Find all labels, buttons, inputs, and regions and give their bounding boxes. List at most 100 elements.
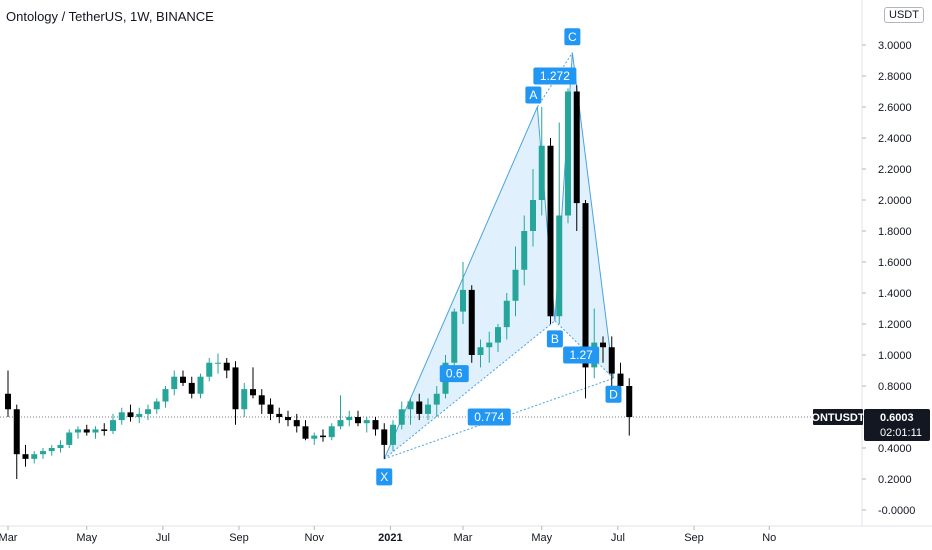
candle (398, 401, 405, 430)
candle-body (390, 424, 396, 445)
y-tick-label: 1.2000 (878, 319, 912, 331)
candle-body (153, 401, 160, 410)
candle-body (276, 413, 283, 417)
candle (285, 410, 291, 427)
candle-body (101, 429, 108, 431)
candle-body (258, 395, 265, 405)
candle-body (565, 91, 571, 216)
candle-body (617, 373, 624, 386)
candle (346, 410, 353, 427)
dashed-xb (383, 320, 556, 460)
candle-body (398, 409, 405, 425)
candle-body (118, 412, 125, 421)
ratio-label-1-text: 0.6 (446, 367, 463, 381)
y-tick-label: 0.4000 (878, 443, 912, 455)
price-tag: 0.6003 (880, 412, 914, 424)
candle (407, 398, 414, 425)
candle-body (188, 382, 195, 394)
candle (232, 361, 239, 425)
candle-body (521, 231, 528, 270)
x-tick-label: May (531, 532, 552, 544)
candle (416, 393, 423, 421)
candle-body (468, 289, 475, 355)
candle-body (92, 429, 99, 433)
pattern-labels: X A B C D 0.6 1.272 1.27 0.774 (376, 28, 622, 486)
candle-body (136, 413, 143, 417)
candle-body (110, 420, 116, 431)
candle (600, 336, 606, 363)
candle (425, 398, 431, 421)
candle (328, 423, 335, 441)
candle (573, 85, 580, 231)
candle-body (223, 362, 230, 371)
candle-body (600, 342, 606, 348)
candle-body (381, 429, 388, 445)
candle-body (57, 444, 64, 448)
candle (608, 336, 615, 386)
candle (180, 370, 186, 386)
ratio-label-2: 1.272 (533, 67, 577, 85)
y-tick-label: 3.0000 (878, 40, 912, 52)
x-tick-label: No (762, 532, 776, 544)
candle-body (241, 389, 248, 410)
candle (48, 444, 55, 456)
candle (495, 324, 501, 352)
point-label-d-text: D (609, 387, 618, 401)
candle (381, 423, 388, 459)
candle (206, 358, 213, 382)
point-label-a-bg (525, 86, 542, 104)
ratio-label-2-text: 1.272 (540, 69, 570, 83)
candle-body (495, 327, 501, 343)
y-tick-label: 2.4000 (878, 133, 912, 145)
candle (13, 404, 20, 479)
candle-body (267, 404, 274, 414)
y-tick-label: 2.6000 (878, 102, 912, 114)
candle-body (626, 386, 633, 417)
candle (372, 417, 379, 436)
candle (145, 404, 151, 421)
leg-xa (383, 106, 538, 460)
ratio-label-3: 1.27 (563, 346, 600, 364)
point-label-b: B (546, 330, 563, 348)
candle (468, 285, 475, 363)
ratio-label-1: 0.6 (439, 365, 469, 383)
point-label-c-bg (564, 28, 581, 46)
point-label-c: C (564, 28, 581, 46)
candle (136, 407, 143, 424)
ratio-label-3-bg (563, 346, 600, 364)
candle-body (433, 393, 440, 405)
candle (363, 417, 370, 433)
candle (337, 395, 344, 430)
y-tick-label: 1.0000 (878, 350, 912, 362)
candle-body (31, 454, 38, 459)
candle-body (486, 342, 493, 348)
point-label-x-text: X (380, 470, 388, 484)
candle (355, 410, 361, 427)
candle-body (48, 448, 55, 452)
x-tick-label: Mar (454, 532, 473, 544)
candle-body (215, 362, 221, 364)
candle-body (530, 200, 536, 231)
candle (215, 353, 221, 374)
candle-body (75, 429, 81, 433)
candle-body (180, 376, 186, 383)
candle (512, 246, 519, 317)
candles (5, 85, 633, 479)
candle-body (197, 376, 204, 394)
price-axis[interactable]: 3.0000 2.8000 2.6000 2.4000 2.2000 2.0000 1.80… (862, 40, 915, 517)
candle (5, 370, 11, 417)
point-label-d-bg (605, 385, 622, 403)
time-axis[interactable]: Mar May Jul Sep Nov 2021 Mar May Jul Sep No (0, 526, 776, 544)
candle (311, 432, 318, 445)
candle-body (162, 389, 169, 402)
pattern-triangle-xab (384, 107, 555, 459)
x-tick-label: Jul (611, 532, 625, 544)
point-label-d: D (605, 385, 622, 403)
candle (223, 358, 230, 379)
candle-body (320, 435, 326, 438)
x-tick-label: May (76, 532, 97, 544)
currency-badge[interactable]: USDT (884, 7, 924, 23)
y-tick-label: 1.6000 (878, 257, 912, 269)
candle (477, 339, 484, 368)
